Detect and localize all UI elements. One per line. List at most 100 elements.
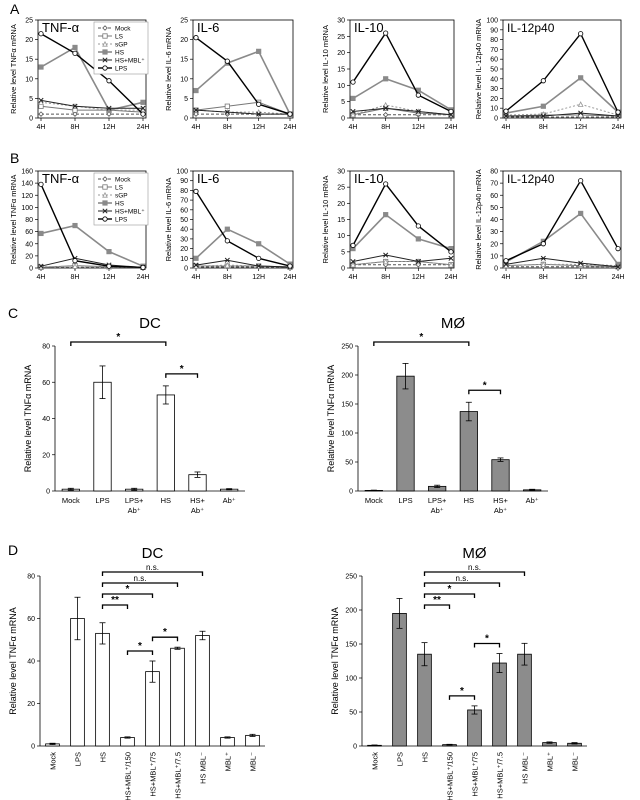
data-point-b3	[448, 261, 454, 268]
data-point-b2	[193, 262, 199, 268]
x-tick-label-b4: 4H	[502, 274, 511, 281]
significance-label-d2: **	[433, 595, 441, 606]
y-tick-label-a1: 0	[29, 116, 33, 123]
y-tick-label-b1: 20	[25, 253, 33, 260]
y-tick-label-a4: 90	[490, 27, 498, 34]
x-tick-label-d2: MBL⁻	[571, 752, 580, 771]
data-point-a4	[578, 110, 584, 116]
series-line-b4	[505, 263, 619, 268]
y-tick-label-a3: 0	[341, 116, 345, 123]
data-point-b3	[350, 258, 356, 265]
chart-title-a4: IL-12p40	[507, 21, 555, 35]
data-point-b3	[383, 252, 389, 258]
series-line-b1	[40, 224, 144, 267]
data-point-b1	[38, 230, 44, 237]
y-tick-label-a2: 20	[180, 37, 188, 44]
x-tick-label-c2: Mock	[365, 496, 383, 505]
data-point-b2	[287, 263, 293, 269]
data-point-a4	[578, 31, 584, 37]
significance-bracket-c1	[165, 373, 199, 378]
x-tick-label-a3: 4H	[349, 124, 358, 131]
significance-bracket-d1	[101, 571, 204, 576]
data-point-b4	[540, 255, 546, 261]
data-point-b1	[106, 249, 112, 255]
bar-d1	[95, 632, 110, 747]
series-line-b3	[352, 213, 452, 250]
series-line-a4	[506, 112, 619, 117]
data-point-a3	[350, 95, 356, 101]
y-tick-label-c2: 100	[341, 431, 353, 438]
y-tick-label-a1: 5	[29, 96, 33, 103]
significance-label-d1: n.s.	[146, 563, 159, 572]
data-point-a1	[72, 103, 78, 109]
y-tick-label-b1: 160	[21, 169, 33, 176]
y-tick-label-b4: 0	[494, 266, 498, 273]
y-tick-label-a4: 100	[486, 18, 498, 25]
x-tick-label-d1: Mock	[49, 752, 58, 770]
chart-title-d2: MØ	[462, 545, 486, 562]
significance-bracket-d2	[448, 695, 476, 700]
legend-marker-a1	[102, 40, 108, 47]
y-tick-label-d1: 80	[27, 574, 35, 581]
data-point-a4	[540, 113, 546, 119]
legend-label-b1: HS	[115, 201, 125, 208]
data-point-b4	[503, 258, 509, 264]
y-tick-label-a2: 0	[184, 116, 188, 123]
data-point-b1	[72, 258, 78, 264]
y-tick-label-b1: 120	[21, 193, 33, 200]
data-point-a3	[383, 30, 389, 36]
data-point-a2	[256, 111, 262, 117]
legend-marker-b1	[102, 184, 108, 190]
significance-label-d1: n.s.	[134, 574, 147, 583]
y-axis-label-b2: Relative level IL-6 mRNA	[164, 178, 173, 262]
data-point-b1	[72, 263, 78, 269]
significance-bracket-d1	[101, 604, 129, 609]
significance-bracket-d1	[126, 650, 154, 655]
series-line-a1	[40, 99, 143, 109]
y-tick-label-a4: 50	[490, 67, 498, 74]
data-point-b2	[224, 257, 230, 263]
y-tick-label-a3: 10	[337, 83, 345, 90]
y-tick-label-c2: 250	[341, 344, 353, 351]
data-point-b4	[615, 264, 621, 270]
bar-d1	[195, 635, 210, 747]
significance-label-d2: *	[485, 634, 489, 645]
data-point-a1	[106, 111, 112, 117]
data-point-a3	[383, 105, 389, 111]
x-tick-label-d1: HS+MBL⁺/75	[149, 752, 158, 797]
x-tick-label-b2: 24H	[284, 274, 297, 281]
y-tick-label-c1: 80	[42, 344, 50, 351]
data-point-a1	[140, 105, 146, 111]
x-tick-label-a3: 8H	[381, 124, 390, 131]
y-tick-label-a2: 5	[184, 96, 188, 103]
data-point-b1	[106, 263, 112, 269]
legend-label-b1: LPS	[115, 217, 128, 224]
x-tick-label-c2: HS	[464, 496, 474, 505]
x-tick-label-d2: HS MBL⁻	[521, 752, 530, 784]
data-point-b4	[578, 178, 584, 184]
data-point-b3	[415, 223, 421, 229]
data-point-a2	[256, 101, 262, 107]
significance-label-d2: *	[448, 584, 452, 595]
y-tick-label-b3: 5	[341, 249, 345, 256]
legend-label-a1: sGP	[115, 42, 128, 49]
legend-marker-a1	[102, 25, 108, 31]
data-point-b3	[383, 181, 389, 187]
x-tick-label-c2: Ab⁺	[494, 506, 507, 515]
y-tick-label-a1: 25	[25, 18, 33, 25]
legend-marker-b1	[102, 208, 108, 214]
y-tick-label-b2: 90	[180, 178, 188, 185]
series-line-a1	[40, 105, 144, 113]
y-tick-label-b3: 30	[337, 169, 345, 176]
data-point-b4	[540, 261, 547, 267]
y-tick-label-b2: 0	[184, 266, 188, 273]
y-tick-label-b2: 30	[180, 236, 188, 243]
data-point-a4	[503, 113, 509, 119]
x-tick-label-c2: Ab⁺	[431, 506, 444, 515]
data-point-b3	[382, 258, 389, 265]
data-point-a2	[193, 107, 199, 113]
legend-label-a1: LS	[115, 34, 124, 41]
x-tick-label-b3: 4H	[349, 274, 358, 281]
chart-title-b4: IL-12p40	[507, 172, 555, 186]
y-tick-label-a3: 25	[337, 34, 345, 41]
